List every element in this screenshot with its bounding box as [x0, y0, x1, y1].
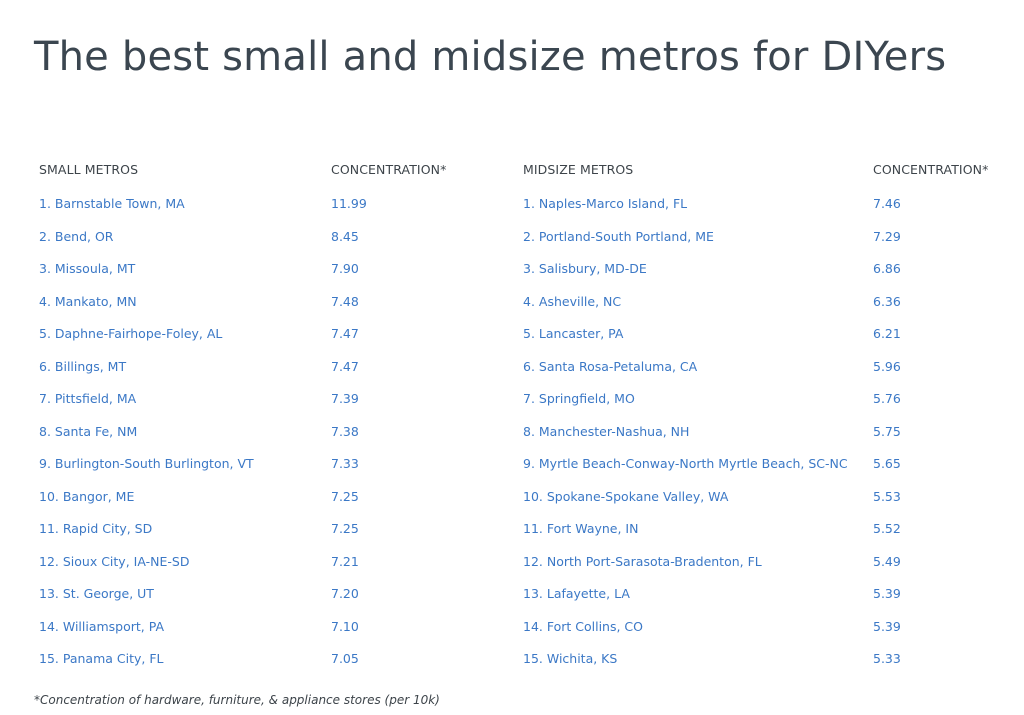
small-metro-name: 2. Bend, OR — [39, 228, 114, 244]
small-metro-concentration: 7.33 — [331, 456, 359, 471]
table-row: 15. Panama City, FL 7.05 15. Wichita, KS 5.… — [0, 647, 1024, 680]
midsize-metro-concentration: 5.65 — [873, 456, 901, 471]
midsize-metro-name: 9. Myrtle Beach-Conway-North Myrtle Beac… — [523, 456, 848, 471]
small-metro-name: 8. Santa Fe, NM — [39, 423, 138, 439]
small-metro-concentration: 7.90 — [331, 261, 359, 276]
midsize-metro-concentration: 5.49 — [873, 553, 901, 569]
small-metro-concentration: 7.39 — [331, 391, 359, 406]
table-row: 5. Daphne-Fairhope-Foley, AL 7.47 5. Lanca… — [0, 322, 1024, 355]
table-row: 4. Mankato, MN 7.48 4. Asheville, NC 6.36 — [0, 290, 1024, 323]
small-metro-concentration: 7.05 — [331, 651, 359, 666]
small-metro-concentration: 7.47 — [331, 326, 359, 341]
small-metro-name: 13. St. George, UT — [39, 586, 154, 601]
midsize-metro-concentration: 5.53 — [873, 488, 901, 504]
small-metro-name: 1. Barnstable Town, MA — [39, 196, 185, 211]
midsize-metro-name: 2. Portland-South Portland, ME — [523, 228, 714, 244]
small-metro-name: 7. Pittsfield, MA — [39, 391, 137, 406]
midsize-metro-concentration: 5.75 — [873, 423, 901, 439]
small-metro-name: 14. Williamsport, PA — [39, 618, 165, 634]
table-row: 1. Barnstable Town, MA 11.99 1. Naples-Mar… — [0, 192, 1024, 225]
midsize-concentration-header: CONCENTRATION* — [873, 162, 989, 177]
midsize-metro-concentration: 7.46 — [873, 196, 901, 211]
table-row: 6. Billings, MT 7.47 6. Santa Rosa-Petalum… — [0, 355, 1024, 388]
footnote: *Concentration of hardware, furniture, &… — [34, 693, 440, 707]
midsize-metro-name: 11. Fort Wayne, IN — [523, 521, 639, 536]
midsize-metro-concentration: 6.86 — [873, 261, 901, 276]
small-metro-name: 12. Sioux City, IA-NE-SD — [39, 553, 190, 569]
page-title: The best small and midsize metros for DI… — [34, 34, 947, 80]
small-metro-name: 11. Rapid City, SD — [39, 521, 153, 536]
small-metro-concentration: 8.45 — [331, 228, 359, 244]
small-metro-concentration: 7.10 — [331, 618, 359, 634]
small-metro-name: 6. Billings, MT — [39, 358, 127, 374]
table-row: 3. Missoula, MT 7.90 3. Salisbury, MD-DE 6.… — [0, 257, 1024, 290]
midsize-metro-name: 10. Spokane-Spokane Valley, WA — [523, 488, 729, 504]
table-row: 2. Bend, OR 8.45 2. Portland-South Portlan… — [0, 225, 1024, 258]
midsize-metro-name: 13. Lafayette, LA — [523, 586, 630, 601]
midsize-metro-concentration: 5.39 — [873, 618, 901, 634]
small-metro-concentration: 7.21 — [331, 553, 359, 569]
small-metro-concentration: 11.99 — [331, 196, 367, 211]
midsize-metro-name: 7. Springfield, MO — [523, 391, 635, 406]
midsize-metro-concentration: 5.76 — [873, 391, 901, 406]
small-concentration-header: CONCENTRATION* — [331, 162, 447, 177]
midsize-metros-header: MIDSIZE METROS — [523, 162, 634, 177]
table-row: 10. Bangor, ME 7.25 10. Spokane-Spokane Va… — [0, 485, 1024, 518]
midsize-metro-concentration: 6.36 — [873, 293, 901, 309]
small-metro-concentration: 7.48 — [331, 293, 359, 309]
small-metro-name: 15. Panama City, FL — [39, 651, 164, 666]
midsize-metro-concentration: 5.96 — [873, 358, 901, 374]
midsize-metro-name: 12. North Port-Sarasota-Bradenton, FL — [523, 553, 762, 569]
small-metro-concentration: 7.25 — [331, 488, 359, 504]
small-metro-concentration: 7.20 — [331, 586, 359, 601]
midsize-metro-concentration: 7.29 — [873, 228, 901, 244]
midsize-metro-name: 1. Naples-Marco Island, FL — [523, 196, 688, 211]
table-row: 12. Sioux City, IA-NE-SD 7.21 12. North Po… — [0, 550, 1024, 583]
small-metro-concentration: 7.47 — [331, 358, 359, 374]
small-metro-concentration: 7.25 — [331, 521, 359, 536]
small-metro-name: 10. Bangor, ME — [39, 488, 135, 504]
midsize-metro-name: 5. Lancaster, PA — [523, 326, 624, 341]
small-metro-name: 5. Daphne-Fairhope-Foley, AL — [39, 326, 223, 341]
small-metro-concentration: 7.38 — [331, 423, 359, 439]
midsize-metro-name: 3. Salisbury, MD-DE — [523, 261, 647, 276]
midsize-metro-name: 6. Santa Rosa-Petaluma, CA — [523, 358, 698, 374]
midsize-metro-concentration: 5.52 — [873, 521, 901, 536]
midsize-metro-name: 15. Wichita, KS — [523, 651, 618, 666]
table-row: 8. Santa Fe, NM 7.38 8. Manchester-Nashua,… — [0, 420, 1024, 453]
midsize-metro-name: 4. Asheville, NC — [523, 293, 622, 309]
table-row: 7. Pittsfield, MA 7.39 7. Springfield, MO 5… — [0, 387, 1024, 420]
midsize-metro-concentration: 5.33 — [873, 651, 901, 666]
table-row: 13. St. George, UT 7.20 13. Lafayette, LA 5… — [0, 582, 1024, 615]
midsize-metro-concentration: 6.21 — [873, 326, 901, 341]
small-metro-name: 9. Burlington-South Burlington, VT — [39, 456, 254, 471]
table-row: 11. Rapid City, SD 7.25 11. Fort Wayne, IN… — [0, 517, 1024, 550]
midsize-metro-name: 8. Manchester-Nashua, NH — [523, 423, 690, 439]
table-row: 14. Williamsport, PA 7.10 14. Fort Collins… — [0, 615, 1024, 648]
midsize-metro-name: 14. Fort Collins, CO — [523, 618, 644, 634]
small-metros-header: SMALL METROS — [39, 162, 139, 177]
midsize-metro-concentration: 5.39 — [873, 586, 901, 601]
table-row: 9. Burlington-South Burlington, VT 7.33 9.… — [0, 452, 1024, 485]
small-metro-name: 3. Missoula, MT — [39, 261, 136, 276]
small-metro-name: 4. Mankato, MN — [39, 293, 137, 309]
rankings-table: 1. Barnstable Town, MA 11.99 1. Naples-Mar… — [0, 192, 1024, 680]
